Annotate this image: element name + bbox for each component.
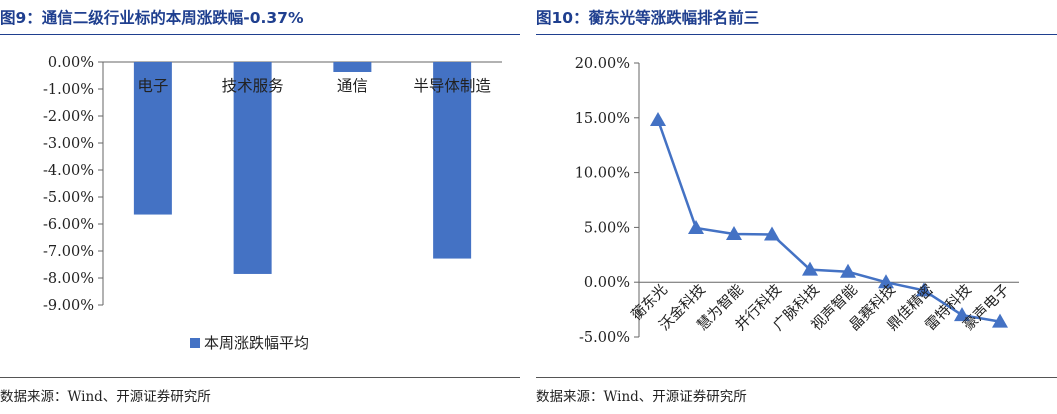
bar (333, 62, 372, 72)
legend-label: 本周涨跌幅平均 (204, 334, 309, 352)
y-tick-label: -8.00% (43, 271, 94, 287)
x-category-label: 技术服务 (222, 77, 284, 95)
left-source-rule (0, 377, 520, 378)
bar (433, 62, 472, 259)
series-line (656, 119, 1001, 323)
y-tick-label: 5.00% (584, 220, 630, 236)
left-figure-title: 图9：通信二级行业标的本周涨跌幅-0.37% (0, 9, 304, 27)
y-tick-label: 15.00% (575, 111, 630, 127)
data-point-marker (650, 111, 666, 126)
y-tick-label: 20.00% (575, 56, 630, 72)
data-point-marker (688, 219, 704, 234)
data-point-marker (840, 263, 856, 278)
y-tick-label: -1.00% (43, 82, 94, 98)
y-tick-label: 0.00% (48, 55, 94, 71)
x-category-label: 通信 (337, 77, 368, 95)
y-tick-label: 0.00% (584, 275, 630, 291)
y-tick-label: -6.00% (43, 217, 94, 233)
right-source-note: 数据来源：Wind、开源证券研究所 (536, 389, 747, 405)
y-tick-label: 10.00% (575, 166, 630, 182)
y-tick-label: -5.00% (579, 330, 630, 346)
data-point-marker (802, 261, 818, 276)
left-chart-panel: 图9：通信二级行业标的本周涨跌幅-0.37% 0.00% -1.00% -2.00%… (0, 0, 520, 414)
y-tick-label: -9.00% (43, 298, 94, 314)
line-chart: 20.00%15.00%10.00%5.00%0.00%-5.00%蘅东光沃金科… (575, 56, 1019, 346)
x-category-label: 半导体制造 (413, 77, 491, 95)
y-tick-label: -7.00% (43, 244, 94, 260)
x-category-label: 电子 (137, 77, 168, 95)
left-title-rule (0, 34, 520, 35)
data-point-marker (726, 225, 742, 240)
y-tick-label: -4.00% (43, 163, 94, 179)
data-point-marker (954, 307, 970, 322)
y-tick-label: -5.00% (43, 190, 94, 206)
bar (133, 62, 172, 215)
data-point-marker (916, 282, 932, 297)
bar-chart: 0.00% -1.00% -2.00% -3.00% -4.00% -5.00% -6.00… (43, 55, 502, 352)
y-tick-label: -3.00% (43, 136, 94, 152)
y-tick-label: -2.00% (43, 109, 94, 125)
data-point-marker (878, 274, 894, 289)
legend-swatch (190, 338, 200, 348)
data-point-marker (764, 226, 780, 241)
right-chart-panel: 图10：蘅东光等涨跌幅排名前三 20.00% 15.00% 10.00% 5.00% 0… (536, 0, 1057, 414)
data-point-marker (992, 313, 1008, 328)
right-source-rule (536, 377, 1057, 378)
left-source-note: 数据来源：Wind、开源证券研究所 (0, 389, 211, 405)
right-title-rule (536, 34, 1057, 35)
right-figure-title: 图10：蘅东光等涨跌幅排名前三 (536, 9, 760, 27)
bar (233, 62, 272, 274)
